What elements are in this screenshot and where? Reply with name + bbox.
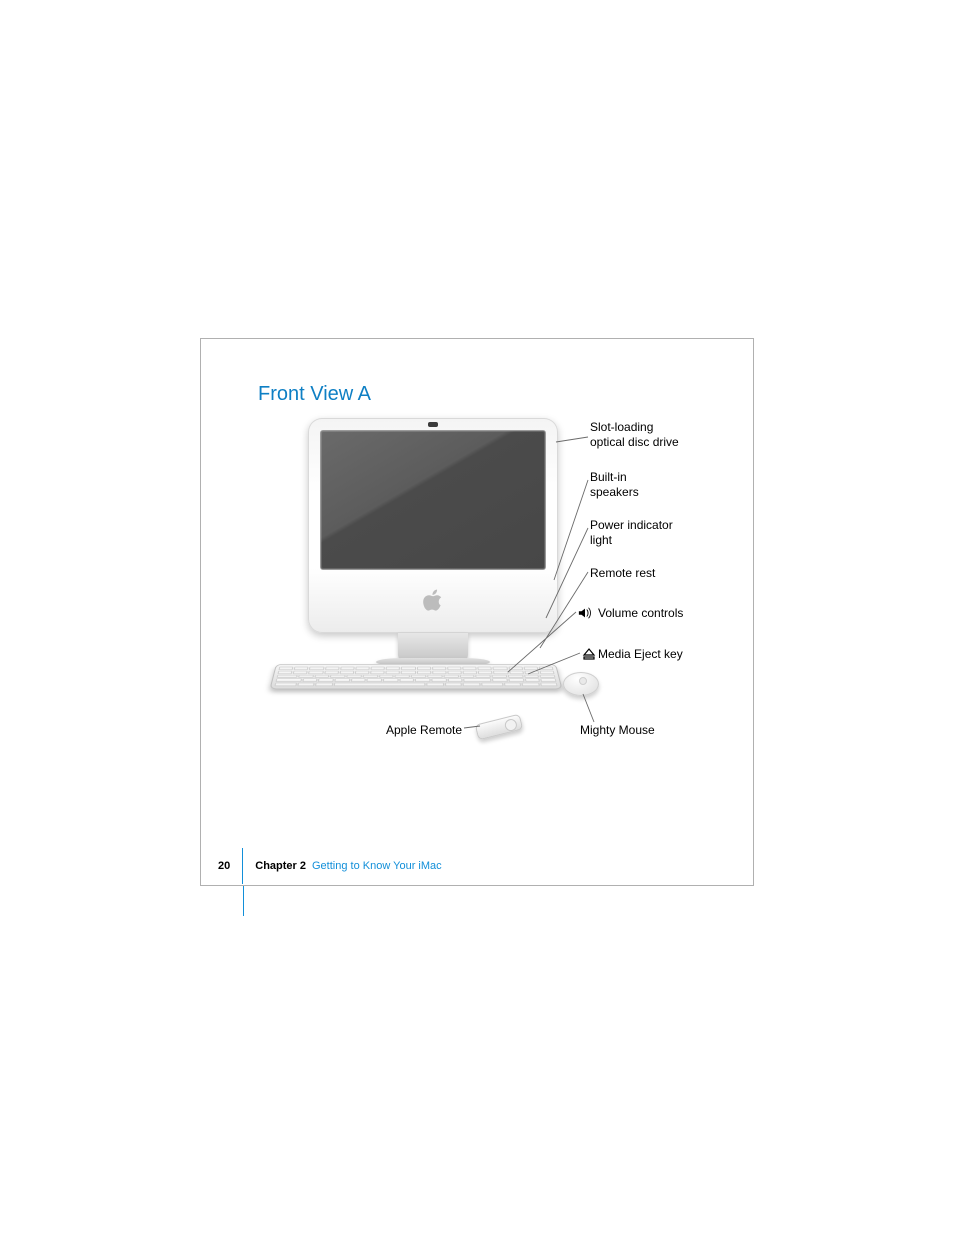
label-volume: Volume controls — [598, 606, 683, 621]
label-apple-remote: Apple Remote — [386, 723, 462, 738]
label-eject: Media Eject key — [598, 647, 683, 662]
label-power-light: Power indicatorlight — [590, 518, 673, 548]
diagram-front-view: Slot-loadingoptical disc drive Built-ins… — [258, 410, 728, 760]
chapter-label: Chapter 2 — [255, 860, 306, 872]
mighty-mouse — [563, 672, 599, 696]
isight-camera — [428, 422, 438, 427]
page-footer: 20 Chapter 2 Getting to Know Your iMac — [218, 848, 442, 884]
label-remote-rest: Remote rest — [590, 566, 655, 581]
label-speakers: Built-inspeakers — [590, 470, 639, 500]
chapter-title: Getting to Know Your iMac — [312, 860, 442, 872]
keyboard — [269, 664, 562, 689]
eject-icon — [582, 648, 596, 660]
imac-screen — [320, 430, 546, 570]
footer-separator — [242, 848, 243, 884]
volume-icon — [578, 607, 592, 619]
imac-stand — [398, 633, 468, 661]
apple-remote — [475, 714, 524, 741]
page-number: 20 — [218, 860, 230, 872]
footer-rule-extension — [243, 886, 244, 916]
apple-logo-icon — [423, 588, 443, 612]
page-title: Front View A — [258, 383, 371, 406]
label-mighty-mouse: Mighty Mouse — [580, 723, 655, 738]
label-slot-drive: Slot-loadingoptical disc drive — [590, 420, 679, 450]
